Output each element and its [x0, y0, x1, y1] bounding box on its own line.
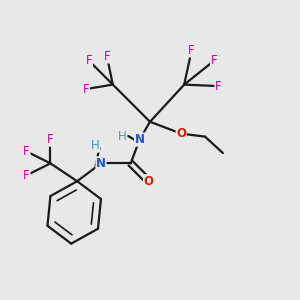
Text: F: F [23, 145, 30, 158]
Text: N: N [96, 157, 106, 170]
Text: F: F [211, 54, 217, 67]
Text: F: F [103, 50, 110, 63]
Text: H: H [91, 139, 99, 152]
Text: O: O [176, 127, 186, 140]
Text: F: F [83, 82, 89, 96]
Text: F: F [47, 133, 54, 146]
Text: F: F [23, 169, 30, 182]
Text: F: F [188, 44, 195, 57]
Text: O: O [143, 175, 154, 188]
Text: H: H [117, 130, 126, 142]
Text: N: N [135, 133, 145, 146]
Text: F: F [215, 80, 222, 93]
Text: F: F [86, 54, 92, 67]
